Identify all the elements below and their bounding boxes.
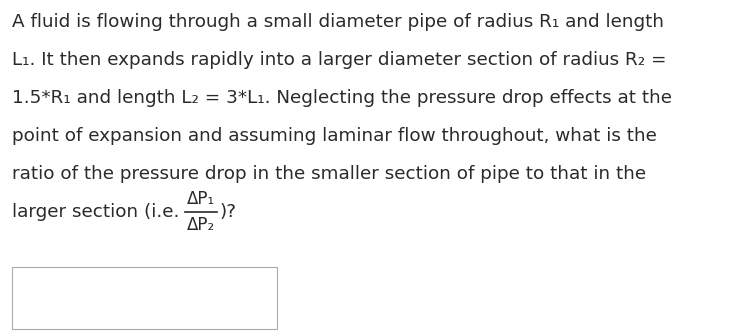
Text: )?: )? (219, 203, 236, 221)
Text: 1.5*R₁ and length L₂ = 3*L₁. Neglecting the pressure drop effects at the: 1.5*R₁ and length L₂ = 3*L₁. Neglecting … (12, 89, 672, 107)
Text: larger section (i.e.: larger section (i.e. (12, 203, 185, 221)
Text: ΔP₂: ΔP₂ (187, 216, 215, 234)
Text: ratio of the pressure drop in the smaller section of pipe to that in the: ratio of the pressure drop in the smalle… (12, 165, 646, 183)
Text: L₁. It then expands rapidly into a larger diameter section of radius R₂ =: L₁. It then expands rapidly into a large… (12, 51, 667, 69)
Text: point of expansion and assuming laminar flow throughout, what is the: point of expansion and assuming laminar … (12, 127, 657, 145)
Text: ΔP₁: ΔP₁ (187, 190, 215, 208)
Text: A fluid is flowing through a small diameter pipe of radius R₁ and length: A fluid is flowing through a small diame… (12, 13, 664, 31)
